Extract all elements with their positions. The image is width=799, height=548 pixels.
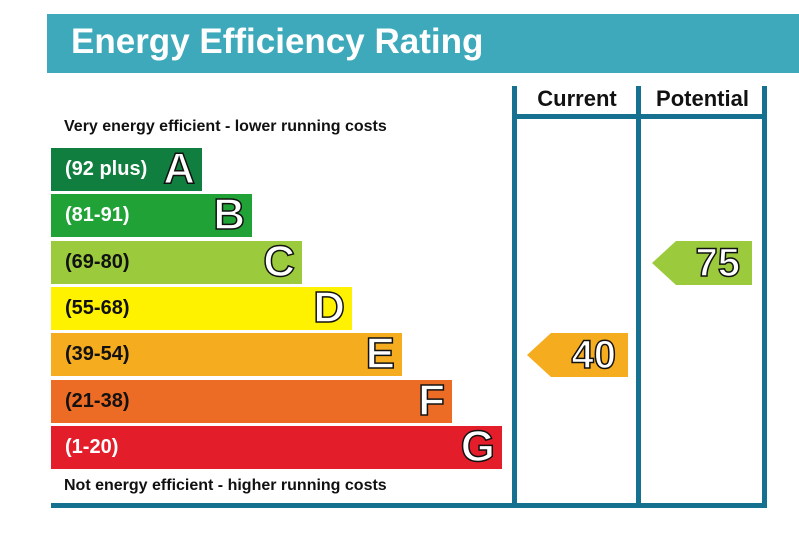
band-letter: E (365, 329, 396, 379)
potential-column-right-border (762, 86, 767, 508)
band-range-label: (1-20) (65, 435, 119, 458)
bottom-caption: Not energy efficient - higher running co… (64, 477, 387, 494)
current-column-left-border (512, 86, 517, 508)
current-rating-arrow: 40 (527, 332, 628, 378)
chart-bottom-border (51, 503, 766, 508)
band-letter: D (312, 282, 345, 333)
potential-rating-arrow: 75 (652, 240, 752, 286)
title-banner: Energy Efficiency Rating (47, 14, 799, 73)
column-header-underline (514, 114, 766, 119)
band-d: (55-68) D (51, 282, 352, 333)
band-letter: F (417, 375, 445, 425)
potential-rating-value: 75 (695, 240, 741, 286)
column-divider (636, 86, 641, 508)
chart-title: Energy Efficiency Rating (71, 22, 484, 61)
band-a: (92 plus) A (51, 144, 202, 194)
potential-arrow-shape (652, 240, 752, 285)
band-f: (21-38) F (51, 375, 452, 425)
band-e: (39-54) E (51, 329, 402, 379)
potential-column-header: Potential (656, 86, 749, 111)
band-b: (81-91) B (51, 190, 252, 240)
band-range-label: (21-38) (65, 389, 130, 412)
band-g: (1-20) G (51, 421, 502, 472)
band-range-label: (81-91) (65, 204, 130, 227)
current-rating-value: 40 (571, 332, 617, 378)
band-letter: A (162, 144, 195, 194)
band-range-label: (39-54) (65, 343, 130, 366)
current-column-header: Current (537, 86, 617, 111)
band-range-label: (92 plus) (65, 158, 148, 180)
band-range-label: (69-80) (65, 250, 130, 273)
band-range-label: (55-68) (65, 296, 130, 319)
band-letter: G (460, 421, 496, 472)
current-arrow-shape (527, 333, 628, 378)
top-caption: Very energy efficient - lower running co… (64, 118, 387, 135)
band-c: (69-80) C (51, 236, 302, 286)
band-letter: B (212, 190, 245, 240)
band-letter: C (262, 236, 295, 286)
